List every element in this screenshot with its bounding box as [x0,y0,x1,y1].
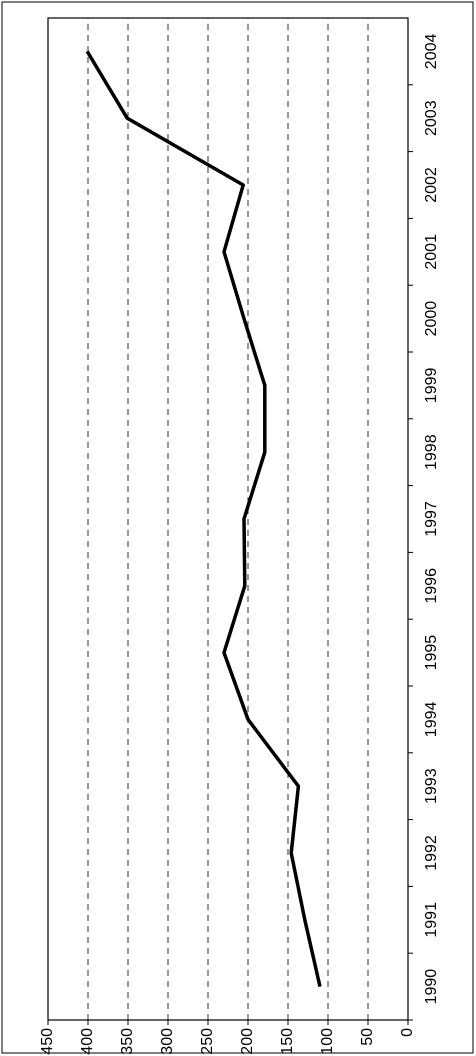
y-tick-label: 250 [199,1028,216,1055]
y-tick-label: 50 [359,1028,376,1046]
x-tick-label: 1995 [423,635,440,671]
x-tick-label: 1997 [423,501,440,537]
plot-area [47,17,409,1021]
x-tick-label: 2002 [423,167,440,203]
y-tick-label: 300 [159,1028,176,1055]
x-tick-label: 1999 [423,368,440,404]
x-tick-label: 1994 [423,702,440,738]
line-series [85,50,322,987]
y-tick-label: 150 [279,1028,296,1055]
y-tick-label: 450 [39,1028,56,1055]
x-tick-label: 1991 [423,902,440,938]
x-tick-label: 1992 [423,835,440,871]
y-tick-label: 0 [399,1028,416,1037]
x-tick-label: 2001 [423,234,440,270]
y-tick-label: 400 [79,1028,96,1055]
y-tick-label: 100 [319,1028,336,1055]
x-tick-label: 2004 [423,34,440,70]
rotated-chart: 0 50 100 150 200 250 300 350 400 450 1990 1991 1992 1… [39,17,440,1055]
x-tick-label: 1990 [423,969,440,1005]
x-tick-label: 1996 [423,568,440,604]
x-tick-label: 2003 [423,100,440,136]
x-tick-label: 2000 [423,301,440,337]
y-tick-label: 350 [119,1028,136,1055]
y-tick-label: 200 [239,1028,256,1055]
x-tick-label: 1993 [423,768,440,804]
x-tick-label: 1998 [423,434,440,470]
